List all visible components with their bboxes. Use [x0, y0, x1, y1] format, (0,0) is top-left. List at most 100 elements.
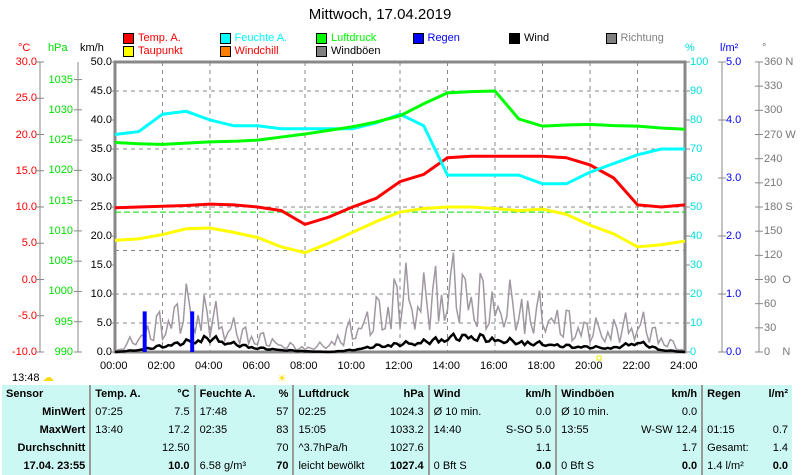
legend-swatch — [412, 32, 424, 44]
table-cell — [701, 403, 761, 421]
wind-tick-label: 20.0 — [90, 230, 112, 242]
table-cell: 10.0 — [168, 460, 190, 472]
rain-tick-label: 3.0 — [726, 172, 742, 184]
table-row: 17.04. 23:55 10.0 6.58 g/m³ 70 leicht bewölk… — [2, 457, 792, 475]
table-cell: 1.4 l/m² — [701, 457, 761, 475]
column-header: Windböen — [555, 385, 628, 403]
stats-table: Sensor Temp. A. °C Feuchte A.% Luftdruck hPa W… — [2, 385, 792, 475]
column-header: Wind — [427, 385, 494, 403]
column-header: Luftdruck — [292, 385, 380, 403]
wind-unit: km/h — [80, 42, 104, 54]
legend-swatch — [219, 32, 231, 44]
chart-title: Mittwoch, 17.04.2019 — [308, 6, 452, 23]
table-header-row: Sensor Temp. A. °C Feuchte A.% Luftdruck hPa W… — [2, 385, 792, 403]
press-tick-label: 995 — [54, 315, 73, 328]
column-header: Temp. A. — [89, 385, 153, 403]
table-row: MinWert 07:25 7.5 17:48 57 02:25 1024.3 Ø 10 mi… — [2, 403, 792, 421]
temp-tick-label: -10.0 — [11, 346, 37, 358]
x-tick-label: 00:00 — [100, 360, 128, 372]
temp-tick-label: 0.0 — [21, 273, 37, 286]
hum-tick-label: 10 — [690, 317, 703, 329]
table-cell: 0.7 — [772, 424, 788, 436]
temp-tick-label: 30.0 — [15, 56, 37, 68]
table-cell: 0.0 — [681, 406, 698, 418]
x-tick-label: 10:00 — [337, 360, 366, 372]
table-cell: W-SW 12.4 — [641, 424, 698, 436]
table-cell: 83 — [276, 424, 289, 436]
dir-tick-label: 300 — [764, 104, 783, 117]
hum-tick-label: 70 — [690, 143, 703, 155]
table-cell — [193, 439, 270, 457]
rain-tick-label: 4.0 — [726, 114, 742, 126]
table-cell: Ø 10 min. — [555, 403, 628, 421]
table-cell: S-SO 5.0 — [505, 424, 552, 436]
legend-item: Richtung — [605, 32, 664, 44]
rain-unit: l/m² — [720, 42, 739, 54]
legend-label: Windböen — [331, 45, 381, 57]
legend-item: Taupunkt — [123, 45, 183, 57]
x-tick-label: 14:00 — [432, 360, 461, 372]
column-unit: °C — [177, 388, 190, 400]
legend-item: Wind — [509, 32, 549, 44]
press-tick-label: 990 — [54, 346, 73, 358]
hum-tick-label: 0 — [690, 346, 697, 358]
press-tick-label: 1030 — [48, 103, 73, 116]
table-cell: 0.0 — [772, 460, 788, 472]
cloud-sun-icon: ☁ — [42, 372, 54, 384]
x-tick-label: 04:00 — [195, 360, 223, 372]
table-cell: 17.2 — [168, 424, 190, 436]
column-unit: km/h — [671, 388, 698, 400]
dir-tick-label: 60 — [764, 297, 777, 310]
wind-tick-label: 25.0 — [90, 201, 112, 213]
sunrise-icon: ☀ — [277, 373, 287, 385]
rain-bar — [142, 311, 147, 352]
temp-unit: °C — [18, 42, 31, 54]
column-unit: km/h — [525, 388, 552, 400]
hum-tick-label: 50 — [690, 201, 703, 213]
x-tick-label: 02:00 — [147, 360, 176, 372]
hum-tick-label: 80 — [690, 114, 703, 126]
press-tick-label: 1010 — [48, 224, 73, 237]
x-tick-label: 06:00 — [242, 360, 271, 372]
table-cell: 7.5 — [174, 406, 190, 418]
table-cell: 0.0 — [535, 406, 552, 418]
table-cell: 6.58 g/m³ — [193, 457, 270, 475]
table-cell: 1027.4 — [390, 460, 424, 472]
table-cell — [89, 457, 153, 475]
table-cell: 1.7 — [681, 442, 698, 454]
dir-tick-label: 240 — [764, 152, 783, 165]
table-cell: 15:05 — [292, 421, 380, 439]
legend-swatch — [316, 32, 327, 44]
press-tick-label: 1000 — [48, 285, 73, 298]
column-header: Sensor — [6, 388, 44, 400]
temp-tick-label: -5.0 — [18, 309, 37, 322]
press-tick-label: 1035 — [48, 73, 73, 86]
x-tick-label: 16:00 — [480, 360, 508, 372]
dir-tick-label: 180 S — [764, 201, 793, 213]
table-cell: 1024.3 — [390, 406, 424, 418]
temp-tick-label: 15.0 — [15, 164, 37, 177]
dir-unit: ° — [762, 42, 767, 54]
hum-tick-label: 30 — [690, 259, 703, 271]
legend-swatch — [509, 32, 520, 44]
legend-swatch — [605, 32, 617, 44]
rain-bar — [190, 311, 195, 352]
dir-tick-label: 150 — [764, 225, 783, 238]
table-cell: 1.1 — [535, 442, 552, 454]
dir-tick-label: 210 — [764, 176, 783, 189]
legend-label: Temp. A. — [138, 32, 181, 44]
table-cell: 0.0 — [535, 460, 552, 472]
table-cell: 13:55 — [555, 421, 628, 439]
temp-tick-label: 25.0 — [15, 92, 37, 105]
x-tick-label: 08:00 — [290, 360, 318, 372]
legend-label: Windchill — [234, 45, 279, 57]
table-cell: 02:35 — [193, 421, 270, 439]
table-cell: MinWert — [42, 406, 86, 418]
table-cell: 70 — [276, 442, 289, 454]
table-cell: 01:15 — [701, 421, 761, 439]
status-time: 13:48 — [12, 372, 40, 384]
legend-swatch — [316, 45, 327, 57]
legend-swatch — [123, 32, 134, 44]
table-cell: 0 Bft S — [427, 457, 494, 475]
table-cell — [555, 439, 628, 457]
